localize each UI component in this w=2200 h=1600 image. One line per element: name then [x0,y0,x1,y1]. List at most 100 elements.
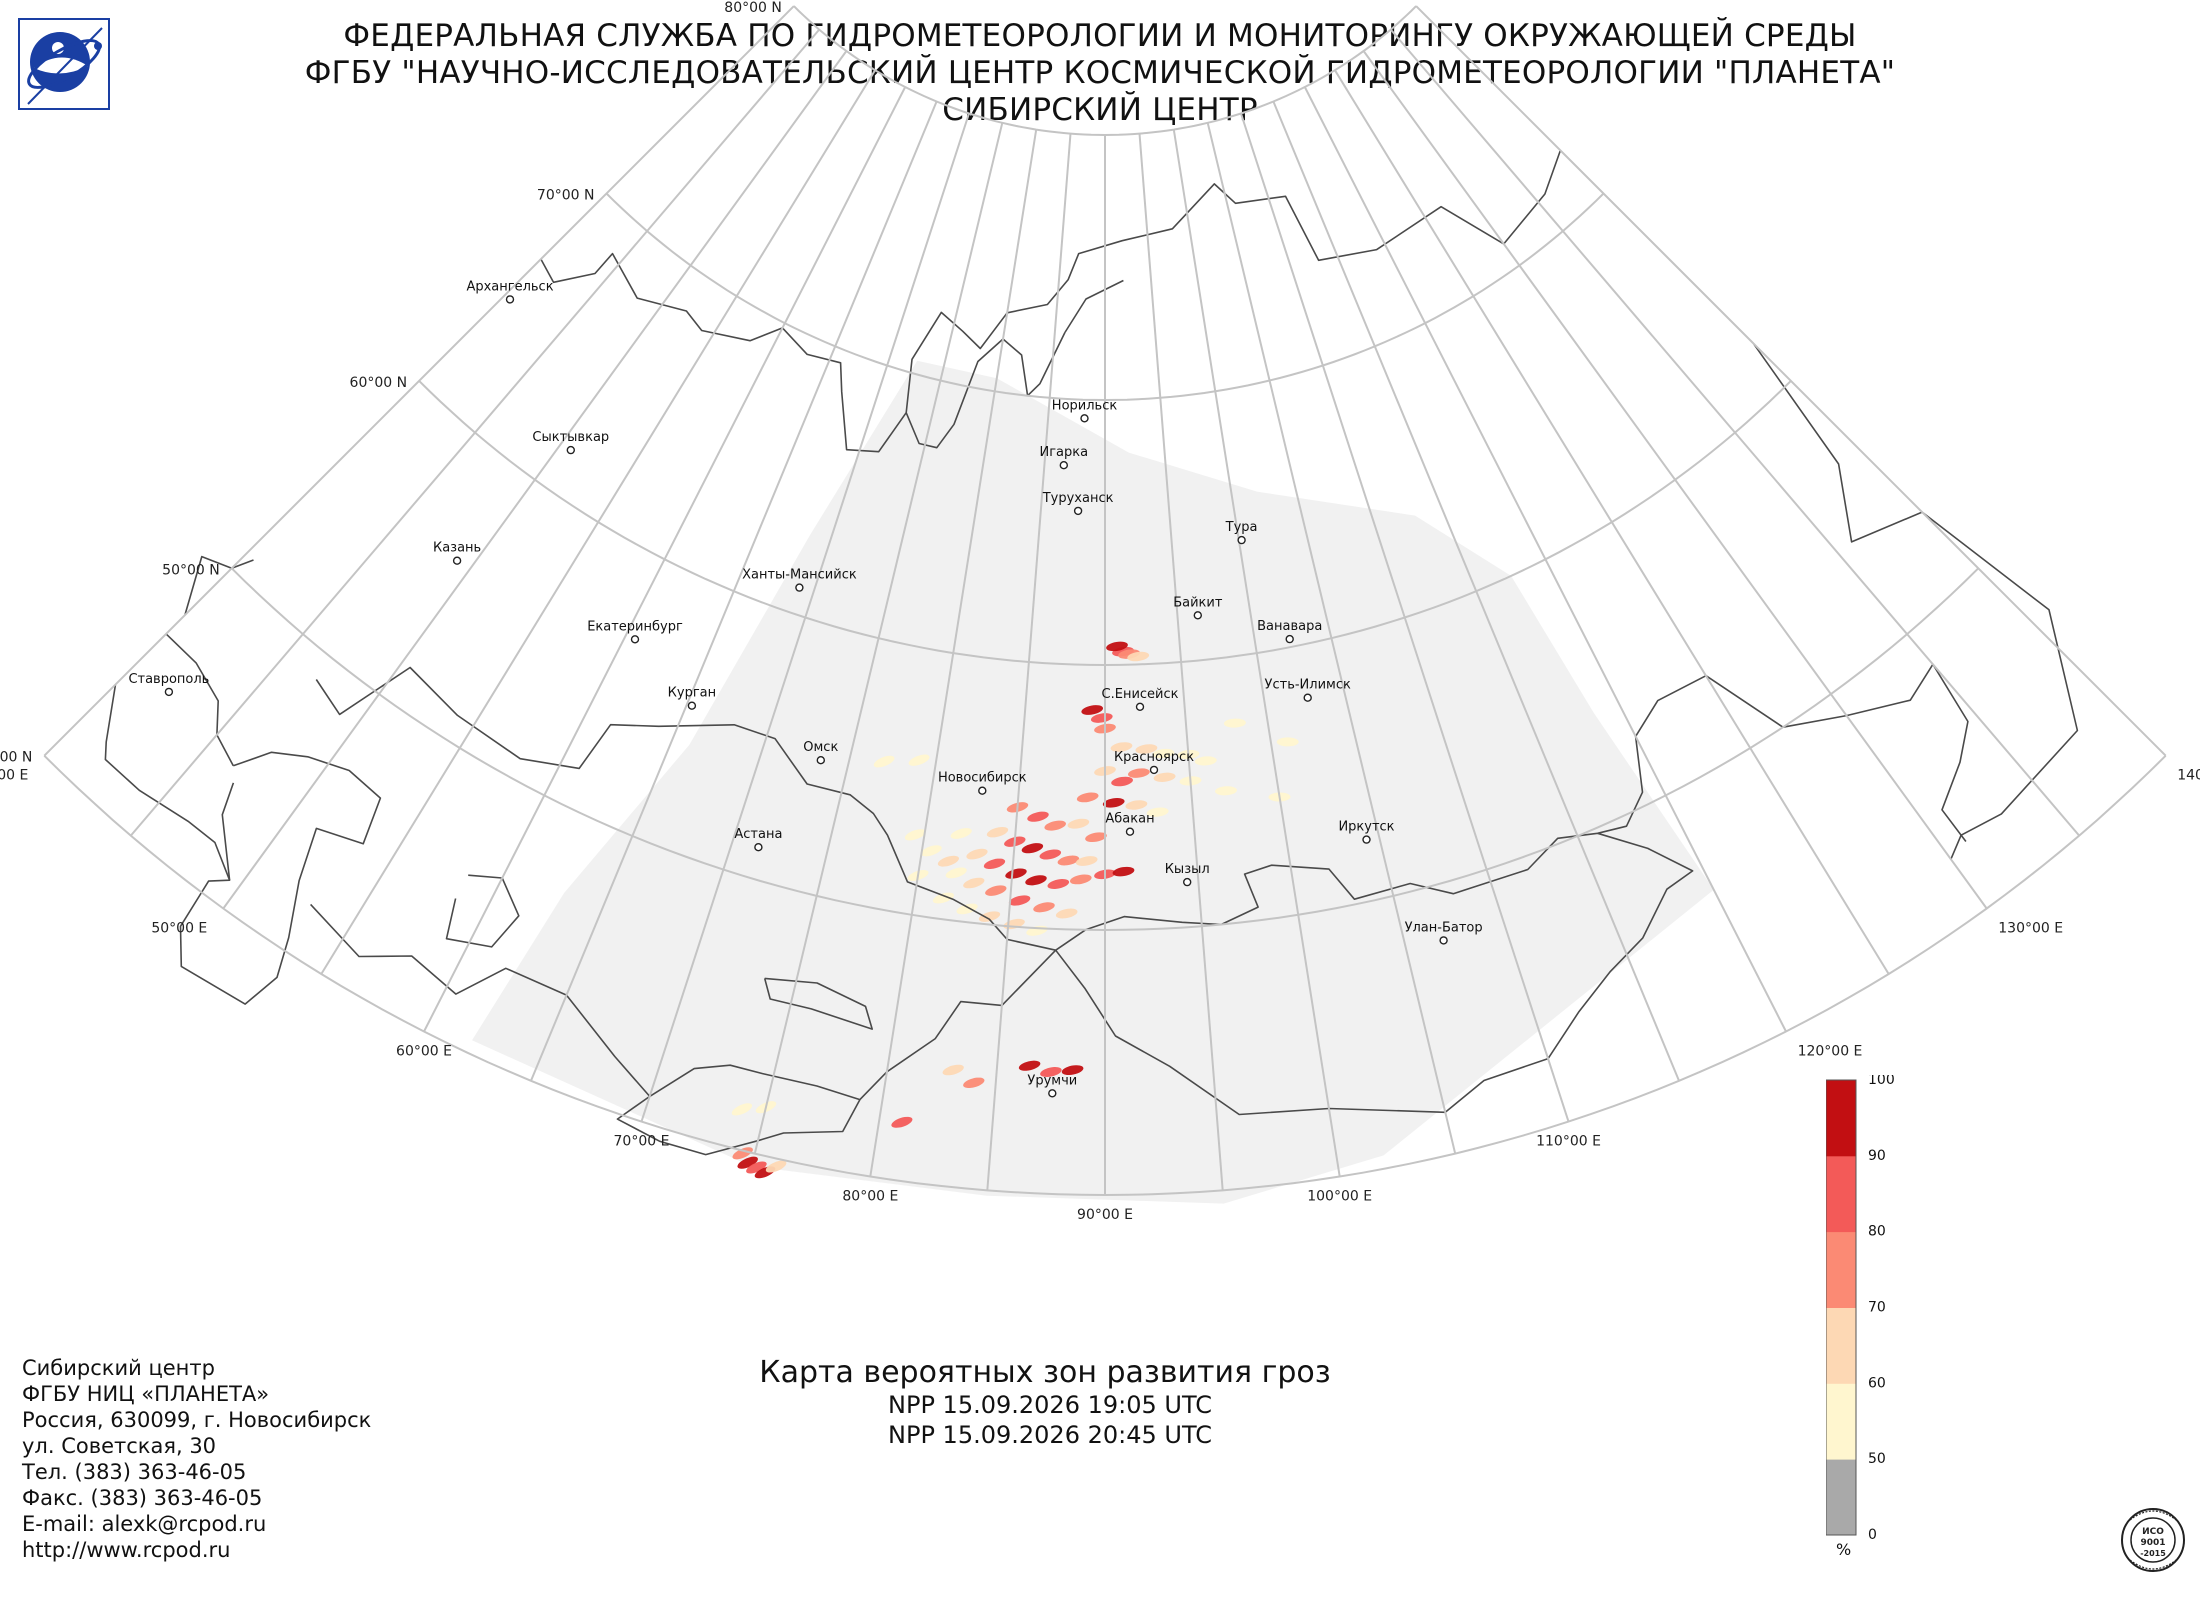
longitude-label: 130°00 E [1998,921,2063,937]
storm-cell [986,826,1009,838]
meridian-50 [222,50,848,910]
meridian-140 [1415,5,2167,757]
city-marker: Красноярск [1114,750,1194,775]
longitude-label: 80°00 E [842,1189,898,1205]
legend-swatch [1826,1459,1856,1536]
city-dot-icon [1135,702,1145,711]
thunderstorm-probability-zones [731,641,1299,1179]
meridian-100 [1172,129,1341,1177]
storm-cell [732,1147,753,1160]
longitude-label: 110°00 E [1536,1134,1601,1150]
coastline-segment [315,666,1056,951]
svg-text:-2015: -2015 [2140,1549,2166,1558]
storm-cell [1102,797,1125,808]
longitude-label: 120°00 E [1798,1044,1863,1060]
city-dot-icon [1073,506,1083,516]
coastline-segment [184,555,254,616]
city-marker: Абакан [1105,812,1155,836]
map-caption: Карта вероятных зон развития гроз NPP 15… [0,1355,2200,1450]
storm-cell [920,845,942,857]
storm-cell [978,911,1001,922]
legend-swatch [1826,1231,1856,1308]
storm-cell [1075,856,1098,866]
probability-legend: 0 50 60 70 80 90 100% [1826,1075,1895,1555]
legend-swatch [1826,1155,1856,1233]
map-title: Карта вероятных зон развития гроз [759,1355,1331,1390]
storm-cell [1146,807,1169,817]
city-dot-icon [687,701,697,710]
city-dot-icon [164,687,174,697]
city-marker: С.Енисейск [1102,687,1179,711]
coastlines-and-borders [104,149,2079,1156]
city-label: Кызыл [1165,862,1210,877]
city-label: Екатеринбург [587,619,683,634]
city-label: Красноярск [1114,750,1194,765]
header-line-agency: ФЕДЕРАЛЬНАЯ СЛУЖБА ПО ГИДРОМЕТЕОРОЛОГИИ … [343,18,1857,54]
city-marker: Ханты-Мансийск [742,568,857,592]
city-label: Новосибирск [938,771,1027,786]
contact-website[interactable]: http://www.rcpod.ru [22,1538,231,1562]
meridian-120 [1303,86,1787,1032]
city-dot-icon [1237,535,1246,545]
storm-cell [1090,713,1113,723]
satellite-pass: NPP 15.09.2026 19:05 UTC [888,1391,1212,1419]
meridian-135 [1390,28,2080,837]
legend-tick-label: 80 [1868,1224,1886,1240]
contact-email[interactable]: E-mail: alexk@rcpod.ru [22,1512,267,1536]
storm-cell [1067,818,1090,829]
storm-cell [1152,748,1175,759]
city-marker: Архангельск [466,279,554,304]
city-dot-icon [978,786,987,795]
city-markers: Архангельск Сыктывкар Казань Екатеринбург Ст… [128,279,1483,1098]
city-label: Иркутск [1338,820,1394,835]
storm-cell [1027,811,1049,822]
city-marker: Ванавара [1257,619,1322,644]
city-marker: Курган [668,686,716,710]
planeta-globe-logo [18,18,110,110]
city-marker: Екатеринбург [587,619,683,644]
grid-labels: 80°00 N 70°00 N 60°00 N 50°00 N 40°00 N 40°00… [0,0,2200,1223]
city-dot-icon [1048,1089,1057,1098]
storm-cell [908,754,930,766]
svg-text:9001: 9001 [2140,1538,2165,1548]
storm-cell [1127,651,1150,662]
meridian-80 [869,129,1038,1177]
meridian-95 [1138,133,1224,1191]
city-label: Ванавара [1257,619,1322,634]
city-marker: Омск [803,740,838,765]
storm-cell [1106,641,1128,652]
longitude-label: 90°00 E [1077,1207,1133,1223]
storm-cell [873,755,895,768]
city-marker: Сыктывкар [532,430,609,455]
city-marker: Казань [433,541,481,565]
coastline-segment [905,332,1066,449]
meridian-75 [753,122,1004,1154]
header: ФЕДЕРАЛЬНАЯ СЛУЖБА ПО ГИДРОМЕТЕОРОЛОГИИ … [0,18,2200,129]
city-marker: Улан-Батор [1405,920,1483,945]
contact-line: Сибирский центр [22,1356,215,1380]
coastline-segment [445,874,520,948]
meridian-115 [1272,101,1680,1082]
latitude-label: 80°00 N [724,0,782,16]
storm-cell [1069,874,1092,885]
legend-tick-label: 90 [1868,1148,1886,1164]
storm-cell [963,877,985,889]
city-marker: Усть-Илимск [1265,678,1351,702]
satellite-pass: NPP 15.09.2026 20:45 UTC [888,1421,1212,1449]
storm-cell [937,855,959,867]
storm-cell [1127,768,1150,778]
parallel-80 [793,5,1417,137]
storm-cell [945,867,967,879]
latitude-label: 70°00 N [537,188,595,204]
coastline-segment [540,150,1562,453]
city-dot-icon [1125,827,1135,836]
storm-cell [737,1156,758,1169]
legend-tick-label: 100 [1868,1075,1895,1088]
contact-line: Россия, 630099, г. Новосибирск [22,1408,372,1432]
city-label: Улан-Батор [1405,920,1483,935]
latitude-label: 60°00 N [350,375,408,391]
meridian-65 [530,101,938,1082]
longitude-label: 60°00 E [396,1044,452,1060]
city-label: Архангельск [466,279,553,294]
storm-cell [1125,800,1148,810]
